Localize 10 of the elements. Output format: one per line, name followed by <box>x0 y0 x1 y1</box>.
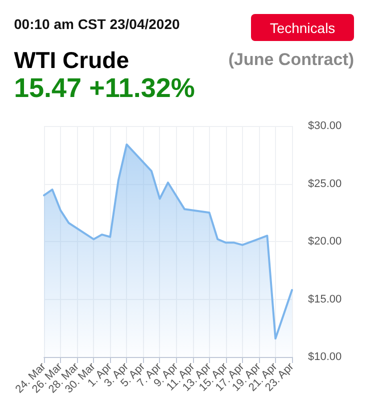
y-tick-label: $30.00 <box>308 120 342 132</box>
y-tick-label: $20.00 <box>308 236 342 248</box>
chart-title: WTI Crude <box>14 47 129 74</box>
chart-subtitle: 00:10 am CST 23/04/2020 <box>14 16 180 32</box>
y-tick-label: $10.00 <box>308 351 342 363</box>
text: 15.47 +11.32% <box>14 73 195 104</box>
y-tick-label: $25.00 <box>308 178 342 190</box>
y-tick-label: $15.00 <box>308 293 342 306</box>
technicals-button: Technicals <box>251 14 354 41</box>
text: (June Contract) <box>228 50 354 70</box>
